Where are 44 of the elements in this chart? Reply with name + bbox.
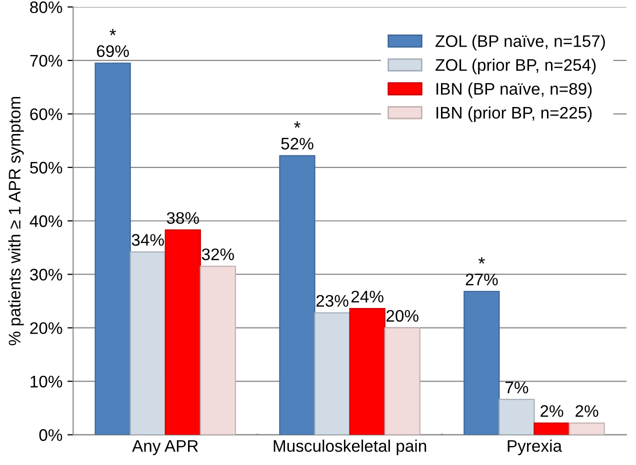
y-tick-label: 30% xyxy=(30,268,62,281)
bar xyxy=(164,229,201,435)
legend-label: IBN (BP naïve, n=89) xyxy=(436,82,592,98)
annotation: * xyxy=(294,121,300,128)
data-label: 2% xyxy=(540,405,564,417)
bar xyxy=(464,290,500,435)
legend-label: ZOL (BP naïve, n=157) xyxy=(436,34,605,50)
bar xyxy=(384,327,420,435)
y-tick-label: 10% xyxy=(30,376,62,388)
data-label: 23% xyxy=(316,294,348,307)
bar xyxy=(94,62,131,435)
bar xyxy=(349,308,386,435)
annotation: * xyxy=(478,257,485,264)
bar xyxy=(279,155,316,435)
bar xyxy=(314,312,350,435)
bar xyxy=(568,422,605,435)
annotation: * xyxy=(110,28,116,36)
y-tick-label: 0% xyxy=(39,429,62,441)
data-label: 7% xyxy=(506,382,528,394)
data-label: 52% xyxy=(281,138,314,150)
y-tick-label: 60% xyxy=(30,108,62,120)
legend-label: ZOL (prior BP, n=254) xyxy=(436,58,596,74)
bar xyxy=(130,251,166,435)
x-tick-label: Pyrexia xyxy=(508,440,562,456)
data-label: 32% xyxy=(202,248,234,260)
bar xyxy=(498,398,535,435)
bar xyxy=(200,266,236,435)
y-tick-label: 70% xyxy=(30,54,62,67)
data-label: 34% xyxy=(132,234,164,246)
y-tick-label: 80% xyxy=(30,1,62,14)
data-label: 38% xyxy=(166,212,199,224)
y-axis-title: % patients with ≥ 1 APR symptom xyxy=(8,96,24,346)
y-tick-label: 40% xyxy=(30,215,62,228)
data-label: 24% xyxy=(351,290,384,302)
data-label: 20% xyxy=(386,310,418,322)
data-label: 27% xyxy=(466,274,498,286)
data-label: 2% xyxy=(576,405,598,417)
bar xyxy=(534,422,570,435)
y-tick-label: 20% xyxy=(30,322,62,334)
x-tick-label: Musculoskeletal pain xyxy=(274,440,426,456)
data-label: 69% xyxy=(96,45,129,58)
legend-label: IBN (prior BP, n=225) xyxy=(436,106,592,122)
x-tick-label: Any APR xyxy=(132,440,198,456)
y-tick-label: 50% xyxy=(30,162,62,174)
